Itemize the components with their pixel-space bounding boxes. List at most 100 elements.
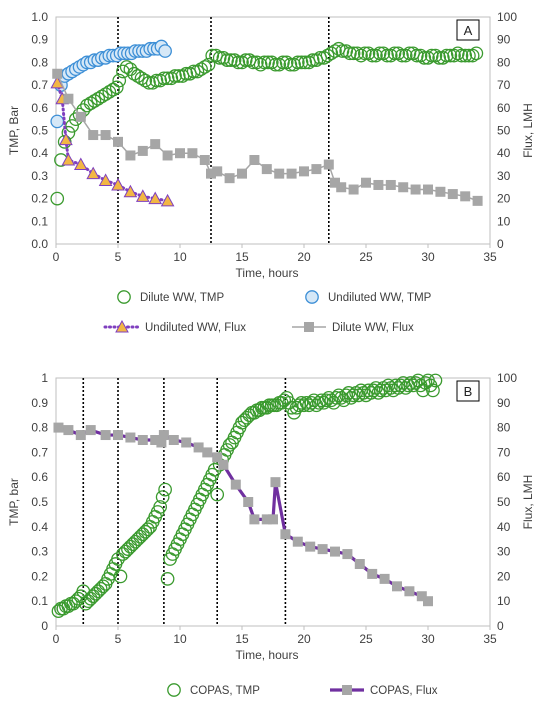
data-point-105 [439, 48, 454, 63]
data-point-21 [127, 66, 141, 81]
data-point-62 [279, 55, 294, 70]
data-point-35 [179, 66, 194, 81]
data-point-13 [98, 87, 113, 102]
data-point-57 [261, 55, 275, 70]
x-tick-label: 0 [53, 632, 60, 646]
data-point-72 [316, 51, 331, 65]
data-point-102 [428, 48, 443, 63]
data-point-91 [387, 46, 402, 61]
data-point-19 [274, 168, 285, 179]
y2-tick-label: 80 [497, 55, 511, 69]
data-point-80 [346, 46, 361, 61]
data-point-58 [264, 55, 279, 70]
data-point-40 [197, 60, 212, 74]
data-point-3 [85, 425, 96, 436]
y-tick-label: 0.6 [31, 101, 48, 115]
x-tick-label: 15 [235, 250, 249, 264]
data-point-22 [130, 69, 145, 83]
data-point-5 [86, 166, 101, 180]
data-point-11 [78, 596, 93, 611]
y-axis-title: TMP, bar [7, 478, 21, 526]
data-point-29 [157, 71, 171, 86]
data-point-34 [447, 189, 458, 200]
data-point-95 [402, 46, 417, 61]
series-dilute-ww-flux [52, 68, 483, 206]
data-point-28 [342, 549, 353, 560]
data-point-legend [305, 290, 319, 304]
legend-item-2: Undiluted WW, TMP [305, 290, 432, 304]
data-point-79 [343, 46, 357, 61]
data-point-32 [130, 532, 145, 547]
data-point-64 [210, 487, 225, 502]
x-tick-label: 20 [297, 250, 311, 264]
data-point-69 [222, 438, 237, 452]
data-point-5 [113, 430, 123, 441]
data-point-10 [158, 430, 169, 441]
data-point-0 [50, 114, 65, 129]
data-point-26 [348, 184, 359, 195]
data-point-7 [137, 435, 148, 445]
data-point-88 [376, 46, 391, 61]
x-tick-label: 15 [235, 632, 249, 646]
data-point-85 [365, 48, 380, 63]
data-point-9 [162, 150, 173, 161]
series-dilute-ww-tmp [50, 41, 484, 206]
data-point-15 [212, 452, 223, 463]
data-point-49 [231, 55, 246, 70]
x-tick-label: 25 [359, 632, 373, 646]
y-tick-label: 0.0 [31, 237, 48, 251]
data-point-31 [164, 71, 179, 86]
y-tick-label: 0.8 [31, 421, 48, 435]
y-tick-label: 1 [41, 371, 48, 385]
data-point-33 [171, 69, 186, 83]
data-point-31 [379, 573, 390, 584]
data-point-legend [342, 685, 352, 695]
y-tick-label: 0.1 [31, 214, 48, 228]
data-point-7 [137, 145, 148, 156]
data-point-12 [81, 594, 96, 609]
y-tick-label: 0.2 [31, 192, 48, 206]
y2-tick-label: 50 [497, 124, 511, 138]
legend: Dilute WW, TMP Undiluted WW, TMP Undiluted… [103, 290, 432, 334]
data-point-30 [367, 568, 378, 579]
data-point-10 [148, 191, 163, 205]
x-tick-label: 0 [53, 250, 60, 264]
data-point-10 [175, 148, 185, 159]
y2-axis-title: Flux, LMH [521, 475, 535, 530]
data-point-22 [270, 477, 281, 488]
data-point-1 [63, 425, 74, 436]
data-point-4 [65, 119, 79, 133]
y2-tick-label: 10 [497, 214, 511, 228]
data-point-78 [339, 44, 354, 58]
data-point-63 [283, 57, 298, 72]
data-point-23 [323, 159, 334, 170]
legend-item-4: Dilute WW, Flux [292, 322, 414, 334]
data-point-11 [160, 193, 175, 207]
data-point-109 [454, 48, 469, 63]
data-point-16 [91, 584, 106, 599]
legend-label: Dilute WW, Flux [332, 322, 414, 334]
data-point-13 [83, 591, 98, 606]
y2-tick-label: 70 [497, 78, 511, 92]
series-undiluted-ww-tmp [50, 39, 172, 129]
data-point-33 [404, 586, 415, 597]
data-point-30 [126, 537, 140, 552]
y-tick-label: 0 [41, 619, 48, 633]
data-point-17 [93, 581, 108, 596]
y-tick-label: 0.3 [31, 545, 48, 559]
data-point-104 [436, 51, 450, 65]
legend-item-1: Dilute WW, TMP [117, 290, 224, 304]
series-copas-flux [53, 422, 433, 607]
data-point-42 [205, 48, 220, 63]
y2-tick-label: 90 [497, 396, 511, 410]
data-point-21 [299, 166, 309, 177]
x-tick-label: 10 [173, 250, 187, 264]
y-tick-label: 0.4 [31, 520, 48, 534]
data-point-24 [292, 536, 303, 547]
x-tick-label: 5 [115, 632, 122, 646]
data-point-100 [421, 51, 435, 65]
data-point-19 [119, 60, 134, 74]
data-point-4 [100, 430, 111, 441]
data-point-11 [91, 91, 106, 106]
data-point-107 [447, 48, 461, 63]
